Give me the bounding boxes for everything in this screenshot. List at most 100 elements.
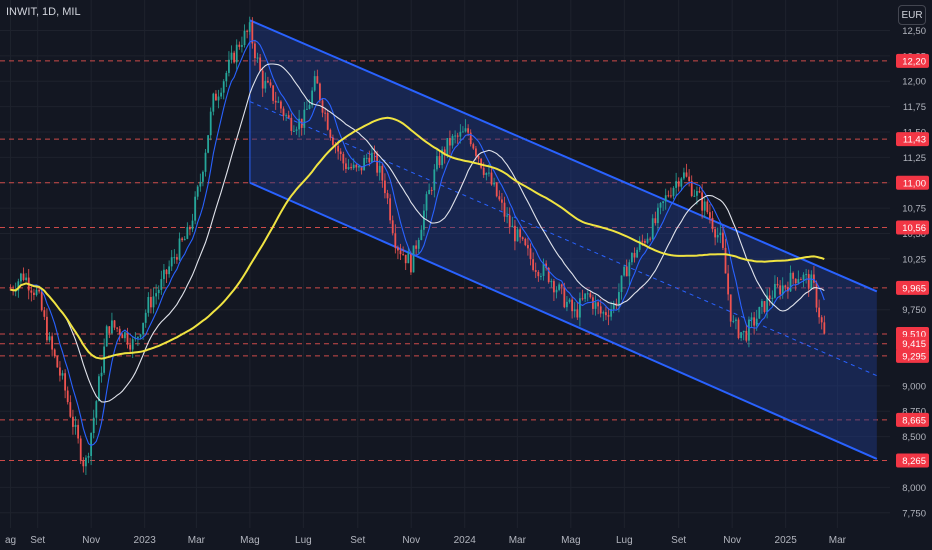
candle-body (698, 191, 701, 193)
candle-body (90, 433, 93, 457)
candle-body (638, 240, 641, 250)
time-tick-label: Nov (402, 535, 420, 546)
candle-body (92, 417, 95, 434)
candle-body (449, 138, 451, 146)
candle-body (410, 253, 412, 273)
candle-body (196, 186, 199, 197)
candle-body (651, 218, 654, 240)
time-tick-label: Lug (616, 535, 633, 546)
candle-body (246, 30, 249, 32)
candle-body (259, 57, 262, 71)
time-tick-label: Mar (188, 535, 206, 546)
candle-body (688, 176, 691, 181)
candle-body (672, 187, 675, 197)
candle-body (602, 312, 605, 314)
candle-body (428, 189, 431, 195)
candle-body (511, 225, 514, 228)
candle-body (329, 129, 332, 138)
candle-body (753, 317, 756, 326)
candle-body (332, 137, 334, 145)
time-tick-label: Set (30, 535, 45, 546)
candle-body (256, 57, 259, 59)
candle-body (17, 281, 20, 291)
price-tick-label: 7,750 (902, 508, 926, 519)
candle-body (714, 229, 717, 238)
candle-body (269, 82, 272, 86)
candle-body (547, 267, 550, 283)
price-tick-label: 11,75 (903, 102, 926, 113)
candle-body (451, 135, 454, 146)
candle-body (152, 296, 155, 308)
candle-body (425, 194, 428, 211)
candle-body (477, 155, 480, 159)
candle-body (238, 44, 241, 47)
candle-body (46, 316, 48, 341)
regression-channel[interactable] (249, 19, 878, 460)
price-level-box (896, 453, 929, 468)
candle-body (407, 253, 410, 264)
candle-body (150, 296, 152, 308)
candle-body (456, 135, 459, 137)
candle-body (204, 152, 207, 172)
candle-body (441, 149, 444, 166)
candle-body (352, 164, 355, 169)
candle-body (573, 309, 576, 312)
candle-body (482, 167, 485, 175)
candle-body (202, 171, 204, 182)
candle-body (137, 336, 139, 338)
candle-body (493, 182, 496, 185)
candle-body (376, 153, 379, 173)
candle-body (443, 149, 446, 156)
channel-lower-line (249, 181, 878, 460)
candle-body (670, 195, 672, 197)
candle-body (454, 135, 457, 137)
candle-body (644, 240, 646, 243)
currency-button[interactable]: EUR (898, 5, 926, 25)
price-level-label: 9,295 (902, 351, 926, 362)
candle-body (664, 195, 667, 202)
candle-body (61, 373, 64, 376)
candle-body (620, 275, 623, 293)
candle-body (264, 80, 267, 89)
candle-body (189, 226, 191, 230)
candle-body (113, 320, 116, 328)
time-axis[interactable]: ag Set Nov 2023 Mar Mag Lug Set Nov 2024 Mar Mag Lug… (0, 528, 932, 550)
candle-body (178, 238, 181, 260)
candle-body (347, 167, 350, 170)
candle-body (282, 108, 285, 116)
candle-body (506, 215, 509, 217)
candle-body (516, 229, 519, 242)
candle-body (66, 390, 69, 403)
candle-body (33, 292, 35, 295)
candle-body (776, 283, 779, 286)
candle-body (779, 285, 782, 295)
time-tick-label: Lug (295, 535, 312, 546)
candle-body (30, 290, 33, 293)
channel-fill (249, 20, 877, 459)
candle-body (384, 180, 386, 194)
candle-body (532, 259, 535, 271)
candle-body (306, 108, 308, 110)
price-axis[interactable]: 12,5012,2512,0011,7511,5011,2511,0010,75… (890, 0, 932, 550)
candle-body (360, 165, 363, 171)
candle-body (735, 319, 737, 321)
candle-body (745, 330, 748, 341)
candle-body (566, 301, 568, 308)
candle-body (794, 278, 797, 284)
price-level-label: 12,20 (902, 56, 926, 67)
candle-body (365, 157, 368, 159)
candle-body (683, 172, 685, 179)
candle-body (553, 281, 555, 293)
candle-body (207, 135, 210, 153)
channel-upper-line (249, 19, 878, 293)
candle-body (807, 274, 810, 289)
candle-body (527, 245, 529, 249)
candle-body (657, 207, 659, 224)
candle-body (155, 293, 158, 297)
candle-body (732, 320, 735, 322)
time-tick-label: Mag (561, 535, 580, 546)
candle-body (313, 76, 316, 91)
candle-body (181, 238, 184, 241)
candle-body (22, 273, 25, 280)
